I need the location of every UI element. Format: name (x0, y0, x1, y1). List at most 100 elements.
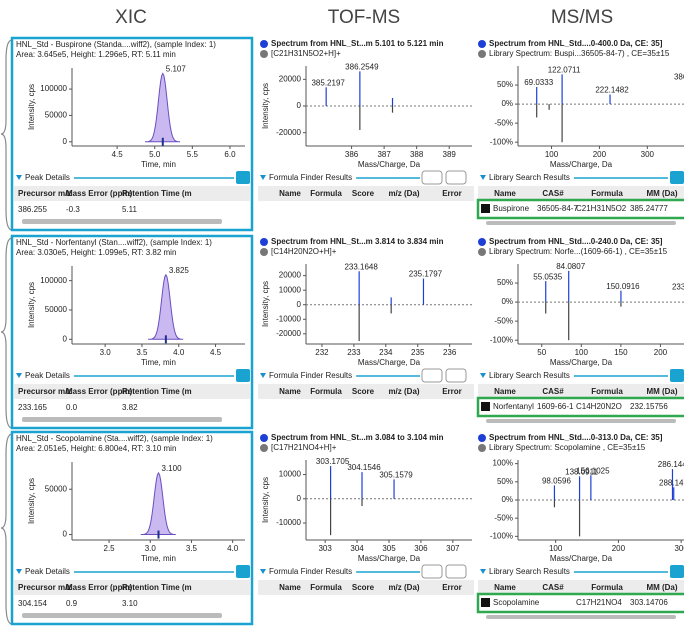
scrollbar (22, 613, 222, 618)
peak-label: 138.0911 (565, 467, 598, 476)
x-tick-label: 2.5 (104, 544, 116, 553)
button[interactable] (421, 170, 443, 185)
x-tick-label: 6.0 (224, 150, 236, 159)
scrollbar (22, 417, 222, 422)
table-cell: C17H21NO4 (576, 598, 622, 607)
peak-label: 156.1025 (576, 466, 610, 475)
table-cell: C21H31N5O2 (576, 204, 627, 213)
section-title: Peak Details (25, 567, 70, 576)
collapse-arrow[interactable] (260, 373, 266, 378)
table-header-bg (478, 384, 684, 399)
msms-library: Library Spectrum: Buspi...36505-84-7) , … (489, 49, 670, 58)
table-cell: -0.3 (66, 205, 80, 214)
peak-label: 304.1546 (347, 463, 381, 472)
peak-label: 122.0711 (548, 65, 581, 74)
table-header: MM (Da) (646, 387, 677, 396)
table-header: Formula (310, 583, 342, 592)
x-axis-label: Time, min (141, 160, 176, 169)
x-axis-label: Mass/Charge, Da (550, 358, 613, 367)
table-header: m/z (Da) (388, 189, 419, 198)
button[interactable] (421, 564, 443, 579)
peak-label: 233.1661 (672, 283, 684, 292)
collapse-arrow[interactable] (480, 373, 486, 378)
button[interactable] (236, 369, 250, 382)
x-axis-label: Mass/Charge, Da (550, 554, 613, 563)
collapse-arrow[interactable] (260, 175, 266, 180)
y-tick-label: 100000 (40, 276, 67, 285)
peaks (358, 271, 425, 342)
collapse-arrow[interactable] (16, 175, 22, 180)
library-dot (478, 248, 486, 256)
xic-info: Area: 2.051e5, Height: 6.800e4, RT: 3.10… (16, 444, 176, 453)
table-header: m/z (Da) (388, 387, 419, 396)
result-icon (481, 204, 490, 213)
table-header: Name (494, 189, 516, 198)
peaks (140, 471, 176, 539)
y-tick-label: 0 (63, 334, 68, 343)
xic-plot: 0 50000 100000 4.5 5.0 5.5 6.0 Time, min Intensi… (27, 65, 245, 169)
x-tick-label: 3.5 (186, 544, 198, 553)
peak-label: 98.0596 (542, 477, 571, 486)
x-tick-label: 386 (345, 150, 359, 159)
collapse-arrow[interactable] (480, 569, 486, 574)
bracket (0, 433, 13, 625)
y-tick-label: 10000 (279, 285, 302, 294)
table-header: Mass Error (ppm) (66, 387, 133, 396)
table-cell: 232.15756 (630, 402, 668, 411)
button[interactable] (445, 564, 467, 579)
table-header: Formula (310, 189, 342, 198)
table-header: Name (279, 583, 301, 592)
button[interactable] (445, 170, 467, 185)
table-header: Formula (591, 583, 623, 592)
button[interactable] (236, 565, 250, 578)
y-tick-label: 0 (297, 101, 302, 110)
table-cell: 1609-66-1 (537, 402, 574, 411)
y-tick-label: 50000 (45, 111, 68, 120)
x-tick-label: 303 (318, 544, 332, 553)
peak-label: 385.2197 (311, 78, 345, 87)
table-header: m/z (Da) (388, 583, 419, 592)
table-header-bg (478, 580, 684, 595)
y-axis-label: Intensity, cps (261, 477, 270, 523)
msms-plot: 50% 0% -50% -100% 50 100 150 200 Mass/Charge, Da… (490, 262, 684, 367)
collapse-arrow[interactable] (260, 569, 266, 574)
x-tick-label: 236 (443, 348, 457, 357)
table-header: Name (279, 189, 301, 198)
y-tick-label: -50% (494, 118, 513, 127)
button[interactable] (670, 171, 684, 184)
peak-label: 286.1443 (658, 460, 684, 469)
collapse-arrow[interactable] (480, 175, 486, 180)
y-tick-label: 50% (497, 80, 513, 89)
section-title: Formula Finder Results (269, 173, 352, 182)
table-cell: Scopolamine (493, 598, 540, 607)
collapse-arrow[interactable] (16, 569, 22, 574)
spectrum-dot (260, 434, 268, 442)
y-tick-label: -50% (494, 513, 513, 522)
button[interactable] (670, 565, 684, 578)
button[interactable] (670, 369, 684, 382)
table-header-bg (14, 186, 250, 201)
tof-title: Spectrum from HNL_St...m 3.084 to 3.104 … (271, 433, 444, 442)
table-header: Formula (310, 387, 342, 396)
x-tick-label: 305 (382, 544, 396, 553)
peaks (545, 270, 622, 341)
button[interactable] (445, 368, 467, 383)
result-frame (476, 198, 684, 220)
xic-title: HNL_Std - Buspirone (Standa....wiff2), (… (16, 40, 216, 49)
peak-label: 84.0807 (556, 262, 585, 271)
table-cell: 36505-84-7 (537, 204, 578, 213)
button[interactable] (236, 171, 250, 184)
table-header-bg (258, 384, 474, 399)
x-tick-label: 50 (537, 348, 546, 357)
button[interactable] (421, 368, 443, 383)
x-tick-label: 389 (443, 150, 457, 159)
y-tick-label: -100% (490, 137, 513, 146)
xic-title: HNL_Std - Scopolamine (Sta....wiff2), (s… (16, 434, 213, 443)
formula-dot (260, 248, 268, 256)
formula-dot (260, 50, 268, 58)
y-tick-label: 0% (501, 495, 513, 504)
msms-title: Spectrum from HNL_Std....0-240.0 Da, CE:… (489, 237, 663, 246)
bracket (0, 237, 13, 429)
collapse-arrow[interactable] (16, 373, 22, 378)
y-tick-label: 0% (501, 297, 513, 306)
